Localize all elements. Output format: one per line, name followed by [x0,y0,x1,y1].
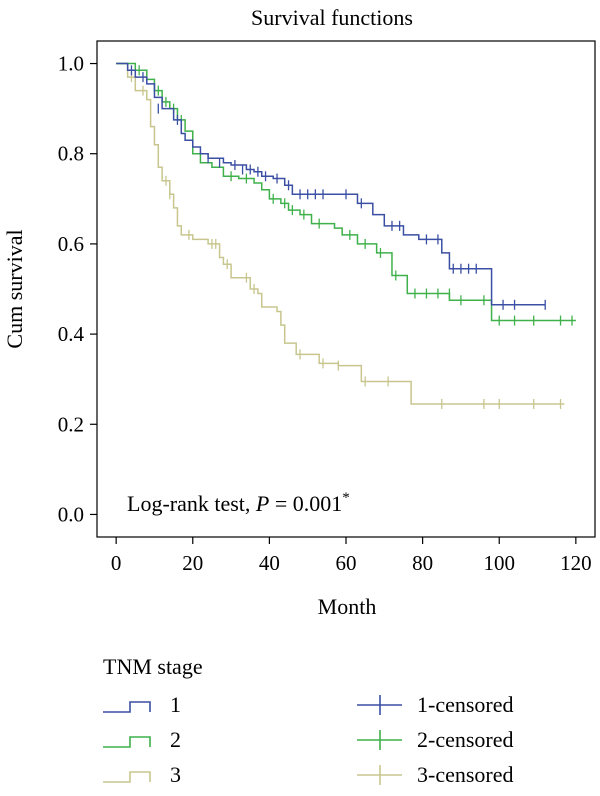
y-axis-label: Cum survival [2,229,27,348]
y-tick-label: 0.4 [58,322,85,346]
y-tick-label: 1.0 [58,52,84,76]
y-axis: 0.0 0.2 0.4 0.6 0.8 1.0 [58,52,97,526]
y-tick-label: 0.2 [58,412,84,436]
legend-censored-marker-3 [357,765,402,785]
annotation-mark: * [342,490,350,506]
legend: TNM stage 1 2 3 1-censored 2-censored 3-… [103,654,514,787]
x-axis-label: Month [318,594,377,619]
annotation-value: 0.001 [293,491,343,516]
y-tick-label: 0.0 [58,502,84,526]
chart-title: Survival functions [251,5,413,30]
log-rank-annotation: Log-rank test, P = 0.001* [127,490,350,516]
legend-label-1: 1 [170,692,181,717]
y-tick-label: 0.8 [58,142,84,166]
y-tick-label: 0.6 [58,232,84,256]
legend-censored-label-1: 1-censored [417,692,514,717]
annotation-p-symbol: P [255,491,269,516]
legend-censored-label-3: 3-censored [417,762,514,787]
series-3 [116,62,565,409]
legend-swatch-3 [103,771,151,783]
survival-curve-2 [116,62,576,322]
legend-swatch-2 [103,736,151,748]
legend-censored-marker-1 [357,695,402,715]
x-axis: 0 20 40 60 80 100 120 [111,537,592,575]
x-tick-label: 40 [259,551,280,575]
annotation-prefix: Log-rank test, [127,491,256,516]
x-tick-label: 80 [412,551,433,575]
x-tick-label: 60 [336,551,357,575]
plot-frame [96,40,596,538]
x-tick-label: 20 [182,551,203,575]
survival-curve-3 [116,62,565,405]
annotation-equals: = [269,491,292,516]
legend-censored-marker-2 [357,730,402,750]
x-tick-label: 100 [483,551,515,575]
series-1 [116,62,546,310]
survival-curve-1 [116,62,546,306]
legend-title: TNM stage [103,654,203,679]
legend-label-2: 2 [170,727,181,752]
legend-label-3: 3 [170,762,181,787]
legend-censored-label-2: 2-censored [417,727,514,752]
series-layer [116,62,576,409]
x-tick-label: 120 [560,551,592,575]
legend-swatch-1 [103,701,151,713]
x-tick-label: 0 [111,551,122,575]
